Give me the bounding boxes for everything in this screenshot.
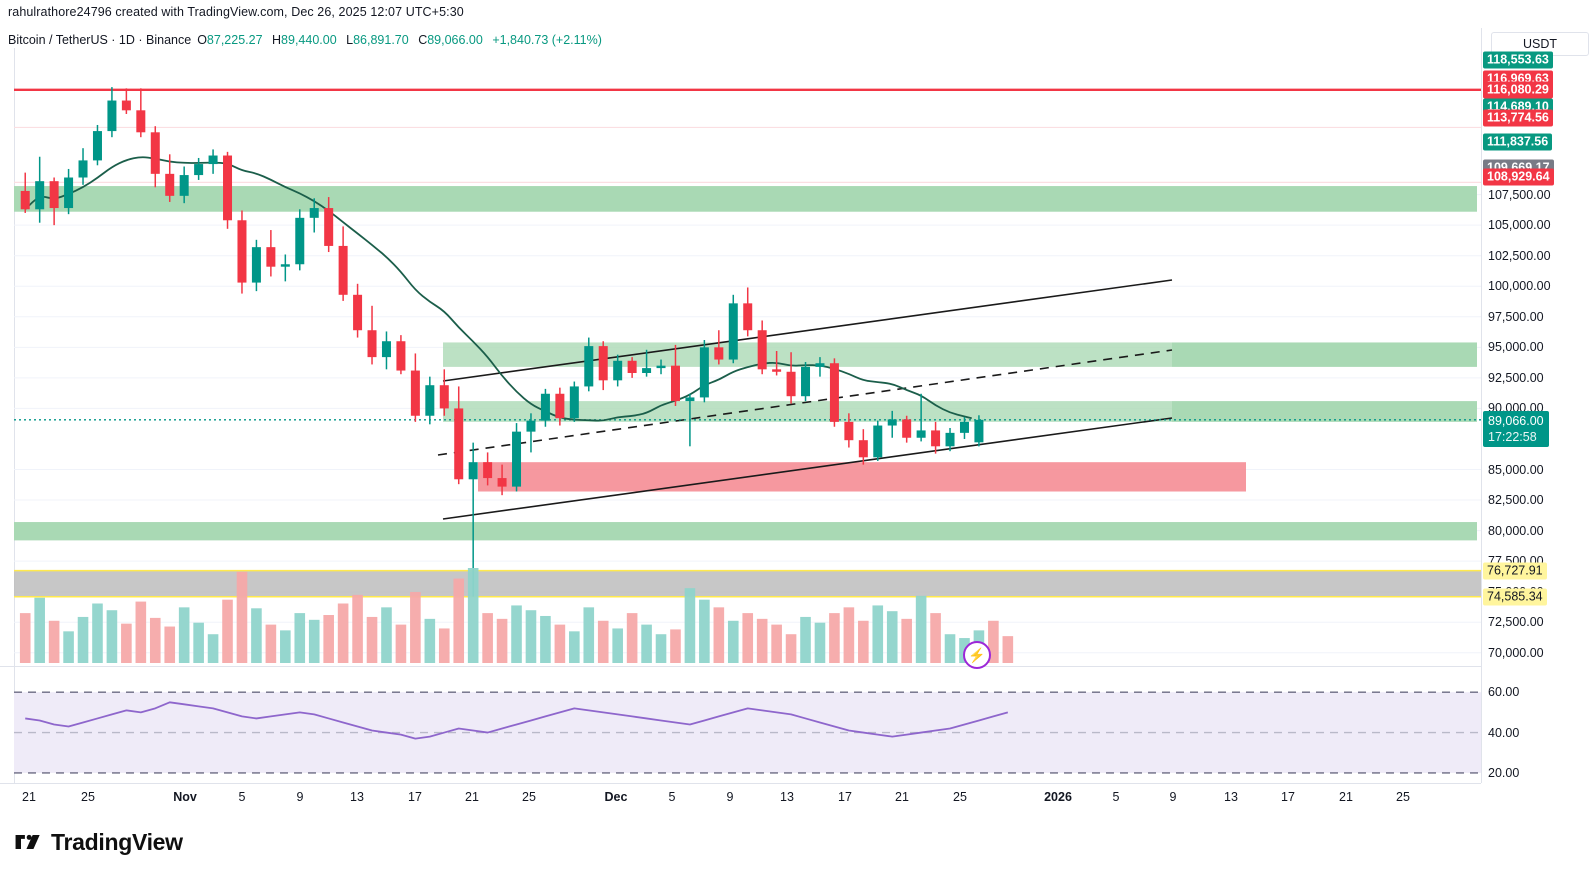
time-tick-label: 13 bbox=[780, 790, 794, 804]
attribution-text: rahulrathore24796 created with TradingVi… bbox=[8, 5, 464, 19]
time-tick-label: Dec bbox=[604, 790, 628, 804]
price-tick-label: 85,000.00 bbox=[1488, 462, 1544, 477]
time-tick-label: 9 bbox=[296, 790, 304, 804]
price-tick-label: 70,000.00 bbox=[1488, 645, 1544, 660]
rsi-tick-label: 20.00 bbox=[1488, 765, 1520, 780]
price-tick-label: 95,000.00 bbox=[1488, 340, 1544, 355]
current-price-value: 89,066.00 bbox=[1488, 413, 1544, 428]
price-level-label[interactable]: 113,774.56 bbox=[1483, 109, 1553, 127]
time-tick-label: 25 bbox=[81, 790, 95, 804]
rsi-pane[interactable] bbox=[0, 668, 1481, 783]
legend-high-label: H bbox=[272, 33, 282, 47]
price-tick-label: 105,000.00 bbox=[1488, 218, 1551, 233]
price-level-label[interactable]: 76,727.91 bbox=[1483, 562, 1547, 580]
candle-countdown: 17:22:58 bbox=[1488, 429, 1537, 444]
time-tick-label: 2026 bbox=[1044, 790, 1072, 804]
time-tick-label: 21 bbox=[22, 790, 36, 804]
current-price-badge[interactable]: 89,066.00 17:22:58 bbox=[1483, 410, 1549, 447]
legend-high-value: 89,440.00 bbox=[281, 33, 337, 47]
legend-open-label: O bbox=[197, 33, 207, 47]
time-tick-label: 25 bbox=[522, 790, 536, 804]
time-tick-label: 5 bbox=[668, 790, 676, 804]
time-tick-label: 5 bbox=[1112, 790, 1120, 804]
lightning-bolt-icon[interactable]: ⚡ bbox=[963, 641, 991, 669]
time-tick-label: 17 bbox=[408, 790, 422, 804]
legend-close-label: C bbox=[418, 33, 428, 47]
tradingview-mark-icon bbox=[15, 834, 40, 849]
time-tick-label: 21 bbox=[465, 790, 479, 804]
price-pane[interactable] bbox=[0, 48, 1481, 665]
price-tick-label: 82,500.00 bbox=[1488, 493, 1544, 508]
price-level-label[interactable]: 118,553.63 bbox=[1483, 51, 1553, 69]
legend-open-value: 87,225.27 bbox=[206, 33, 263, 47]
price-scale[interactable]: USDT 107,500.00 105,000.00 102,500.00 100,0… bbox=[1482, 28, 1595, 783]
price-tick-label: 97,500.00 bbox=[1488, 309, 1544, 324]
time-axis-border bbox=[0, 783, 1481, 784]
left-axis-border bbox=[14, 48, 15, 783]
time-axis[interactable]: 21 25 Nov 5 9 13 17 21 25 Dec 5 9 13 17 21 25 2026 5 9 13 17… bbox=[0, 784, 1481, 812]
rsi-chart-canvas bbox=[14, 691, 1481, 774]
time-tick-label: 17 bbox=[1281, 790, 1295, 804]
price-level-label[interactable]: 74,585.34 bbox=[1483, 588, 1547, 606]
time-tick-label: 21 bbox=[895, 790, 909, 804]
time-tick-label: 5 bbox=[238, 790, 246, 804]
price-level-label[interactable]: 108,929.64 bbox=[1483, 168, 1554, 186]
price-level-label[interactable]: 111,837.56 bbox=[1483, 133, 1553, 151]
time-tick-label: 13 bbox=[350, 790, 364, 804]
price-tick-label: 102,500.00 bbox=[1488, 248, 1551, 263]
pane-separator[interactable] bbox=[0, 666, 1481, 667]
legend-low-label: L bbox=[346, 33, 354, 47]
price-tick-label: 72,500.00 bbox=[1488, 615, 1544, 630]
price-chart-canvas bbox=[14, 87, 1481, 663]
time-tick-label: 9 bbox=[726, 790, 734, 804]
legend-change: +1,840.73 (+2.11%) bbox=[492, 33, 602, 47]
time-tick-label: 17 bbox=[838, 790, 852, 804]
tradingview-wordmark: TradingView bbox=[51, 828, 183, 855]
price-tick-label: 92,500.00 bbox=[1488, 370, 1544, 385]
price-level-label[interactable]: 116,080.29 bbox=[1483, 81, 1553, 99]
legend-low-value: 86,891.70 bbox=[353, 33, 409, 47]
tradingview-logo[interactable]: TradingView bbox=[14, 828, 183, 856]
time-tick-label: 21 bbox=[1339, 790, 1353, 804]
rsi-scale[interactable]: 60.00 40.00 20.00 bbox=[1482, 668, 1595, 783]
time-tick-label: 13 bbox=[1224, 790, 1238, 804]
legend-close-value: 89,066.00 bbox=[427, 33, 483, 47]
price-tick-label: 80,000.00 bbox=[1488, 523, 1544, 538]
price-scale-border bbox=[1481, 28, 1482, 783]
legend-symbol[interactable]: Bitcoin / TetherUS · 1D · Binance bbox=[8, 33, 192, 47]
price-tick-label: 100,000.00 bbox=[1488, 279, 1551, 294]
rsi-tick-label: 40.00 bbox=[1488, 725, 1520, 740]
chart-legend: Bitcoin / TetherUS · 1D · Binance O87,225… bbox=[8, 33, 602, 47]
rsi-tick-label: 60.00 bbox=[1488, 685, 1520, 700]
time-tick-label: 25 bbox=[953, 790, 967, 804]
time-tick-label: 25 bbox=[1396, 790, 1410, 804]
time-tick-label: Nov bbox=[173, 790, 197, 804]
time-tick-label: 9 bbox=[1169, 790, 1177, 804]
price-tick-label: 107,500.00 bbox=[1488, 187, 1551, 202]
